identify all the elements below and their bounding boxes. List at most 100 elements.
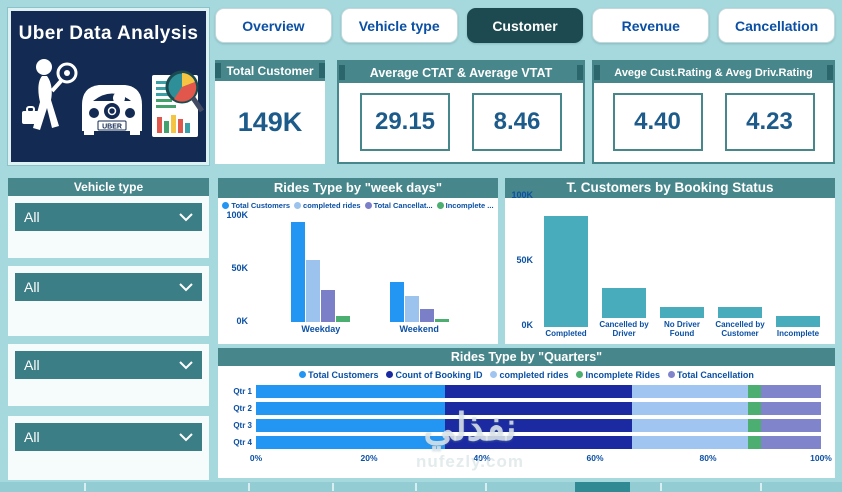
bar-segment[interactable] bbox=[444, 436, 632, 449]
bar[interactable] bbox=[776, 316, 820, 327]
legend-dot-icon bbox=[576, 371, 584, 378]
bar-segment[interactable] bbox=[444, 402, 632, 415]
chevron-down-icon bbox=[179, 212, 193, 221]
legend-label: Total Customers bbox=[231, 201, 291, 210]
legend-item[interactable]: Total Customers bbox=[222, 201, 290, 210]
kpi-ratings-header: Avege Cust.Rating & Aveg Driv.Rating bbox=[594, 62, 833, 83]
bar-group: Cancelled by Driver bbox=[595, 202, 653, 338]
vehicle-type-dropdown-1[interactable]: All bbox=[15, 203, 202, 231]
legend-item[interactable]: completed rides bbox=[490, 370, 568, 380]
tab-overview[interactable]: Overview bbox=[215, 8, 332, 43]
quarter-row: Qtr 2 bbox=[224, 402, 821, 415]
bars bbox=[544, 202, 588, 327]
bar[interactable] bbox=[336, 315, 351, 322]
tab-cancellation[interactable]: Cancellation bbox=[718, 8, 835, 43]
stacked-bars: Qtr 1 Qtr 2 Qtr 3 Qtr 4 bbox=[224, 385, 821, 449]
tab-vehicle-type[interactable]: Vehicle type bbox=[340, 8, 458, 43]
kpi-ctat-vtat: Average CTAT & Average VTAT 29.15 8.46 bbox=[337, 60, 585, 164]
bar-segment[interactable] bbox=[256, 402, 445, 415]
strip-divider bbox=[485, 483, 487, 491]
vehicle-type-dropdown-2[interactable]: All bbox=[15, 273, 202, 301]
active-page-indicator[interactable] bbox=[575, 482, 630, 492]
legend-label: Total Cancellat... bbox=[373, 201, 433, 210]
y-axis-tick-label: 50K bbox=[516, 255, 533, 266]
chart-rides-by-quarters: Rides Type by "Quarters" Total Customers… bbox=[218, 348, 835, 478]
bar[interactable] bbox=[389, 281, 404, 322]
bar-segment[interactable] bbox=[631, 402, 748, 415]
page-navigation-strip[interactable] bbox=[0, 482, 842, 492]
legend-dot-icon bbox=[668, 371, 676, 378]
legend-item[interactable]: Total Cancellation bbox=[668, 370, 754, 380]
page-title: Uber Data Analysis bbox=[18, 23, 199, 44]
bar-segment[interactable] bbox=[631, 419, 748, 432]
quarter-row: Qtr 1 bbox=[224, 385, 821, 398]
bar[interactable] bbox=[660, 306, 704, 318]
legend-dot-icon bbox=[490, 371, 498, 378]
bar[interactable] bbox=[718, 306, 762, 318]
chevron-down-icon bbox=[179, 360, 193, 369]
bar-segment[interactable] bbox=[747, 436, 761, 449]
bar-segment[interactable] bbox=[444, 385, 632, 398]
legend-item[interactable]: Total Cancellat... bbox=[364, 201, 433, 210]
bar-segment[interactable] bbox=[760, 385, 821, 398]
strip-divider bbox=[660, 483, 662, 491]
bar[interactable] bbox=[602, 287, 646, 318]
chart-title: Rides Type by "Quarters" bbox=[218, 348, 835, 366]
tab-revenue[interactable]: Revenue bbox=[592, 8, 710, 43]
legend-item[interactable]: Incomplete ... bbox=[436, 201, 494, 210]
bar-segment[interactable] bbox=[747, 419, 761, 432]
y-axis-tick-label: 100K bbox=[511, 190, 533, 201]
vehicle-type-filter-header: Vehicle type bbox=[8, 178, 209, 196]
legend-label: Incomplete Rides bbox=[585, 369, 661, 380]
legend-item[interactable]: Total Customers bbox=[299, 370, 378, 380]
bar-segment[interactable] bbox=[631, 436, 748, 449]
slicer-card-1: All bbox=[8, 196, 209, 258]
bar[interactable] bbox=[434, 319, 449, 322]
bar-segment[interactable] bbox=[760, 419, 821, 432]
bar[interactable] bbox=[419, 309, 434, 322]
tab-customer[interactable]: Customer bbox=[466, 8, 584, 43]
avg-customer-rating-value: 4.40 bbox=[634, 108, 681, 135]
bar[interactable] bbox=[321, 290, 336, 322]
kpi-total-customer-header: Total Customer bbox=[215, 60, 325, 81]
bars bbox=[389, 217, 449, 322]
bar-group: No Driver Found bbox=[653, 202, 711, 338]
legend-dot-icon bbox=[299, 371, 307, 378]
bar-segment[interactable] bbox=[256, 436, 445, 449]
bar-segment[interactable] bbox=[747, 385, 761, 398]
legend-item[interactable]: Incomplete Rides bbox=[576, 370, 660, 380]
quarter-row: Qtr 3 bbox=[224, 419, 821, 432]
legend-item[interactable]: completed rides bbox=[294, 201, 361, 210]
bar-group: Cancelled by Customer bbox=[711, 202, 769, 338]
category-label: Completed bbox=[545, 328, 587, 338]
x-axis-tick-label: 80% bbox=[699, 453, 717, 463]
legend-label: Incomplete ... bbox=[445, 201, 494, 210]
bar-segment[interactable] bbox=[760, 436, 821, 449]
vehicle-type-dropdown-4[interactable]: All bbox=[15, 423, 202, 451]
chart-title: Rides Type by "week days" bbox=[218, 178, 498, 198]
bar-segment[interactable] bbox=[256, 419, 445, 432]
legend-item[interactable]: Count of Booking ID bbox=[386, 370, 482, 380]
bar[interactable] bbox=[306, 259, 321, 322]
stacked-bar bbox=[256, 436, 821, 449]
x-axis-tick-label: 20% bbox=[360, 453, 378, 463]
bar-segment[interactable] bbox=[631, 385, 748, 398]
bar-segment[interactable] bbox=[256, 385, 445, 398]
bar[interactable] bbox=[544, 216, 588, 327]
legend-label: Total Cancellation bbox=[677, 369, 754, 380]
bar-segment[interactable] bbox=[444, 419, 632, 432]
total-customer-value: 149K bbox=[237, 107, 303, 137]
avg-vtat-value: 8.46 bbox=[493, 108, 541, 135]
bar[interactable] bbox=[404, 295, 419, 322]
bar-segment[interactable] bbox=[747, 402, 761, 415]
quarter-label: Qtr 4 bbox=[233, 438, 252, 447]
quarter-row: Qtr 4 bbox=[224, 436, 821, 449]
bar-segment[interactable] bbox=[760, 402, 821, 415]
bar-group: Weekend bbox=[389, 217, 449, 334]
vehicle-type-dropdown-3[interactable]: All bbox=[15, 351, 202, 379]
bars bbox=[291, 217, 351, 322]
category-label: No Driver Found bbox=[663, 319, 700, 338]
bar[interactable] bbox=[291, 221, 306, 322]
chevron-down-icon bbox=[179, 432, 193, 441]
